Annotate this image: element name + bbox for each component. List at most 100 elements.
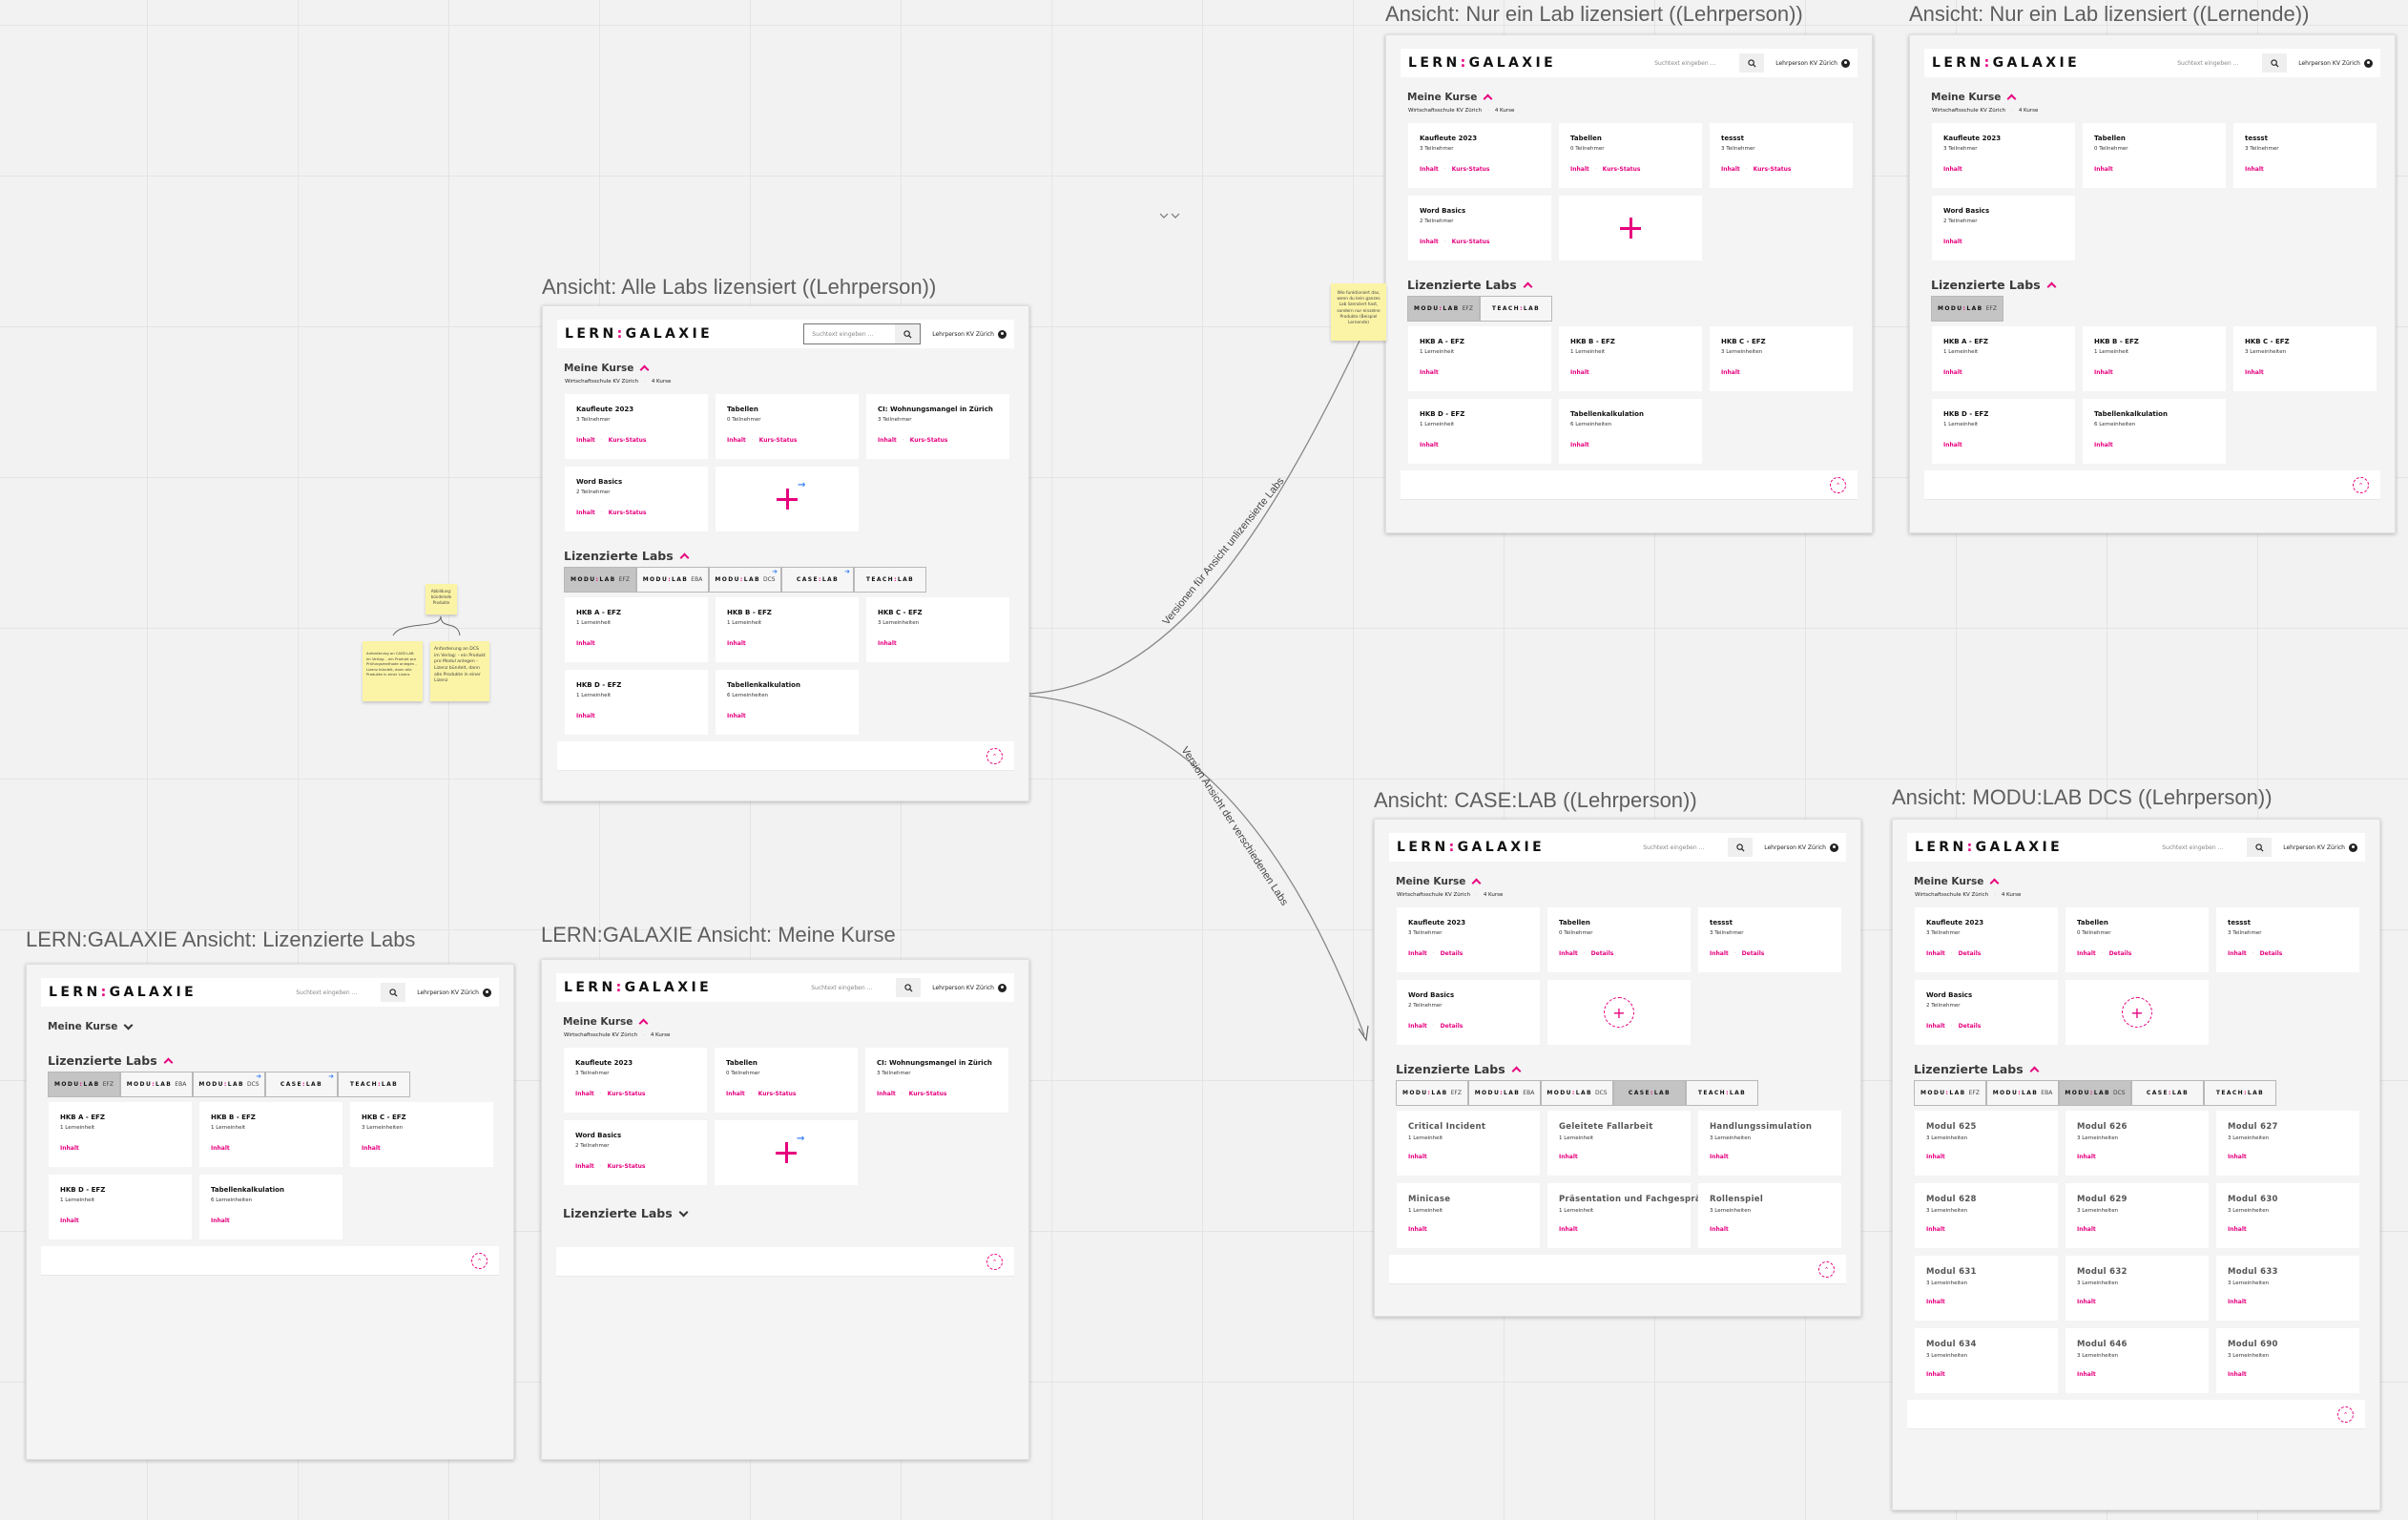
lab-card[interactable]: Modul 632 3 Lerneinheiten Inhalt <box>2065 1256 2209 1321</box>
lab-card[interactable]: HKB A - EFZ 1 Lerneinheit Inhalt <box>49 1102 192 1167</box>
course-card[interactable]: CI: Wohnungsmangel in Zürich 3 Teilnehmer… <box>865 1048 1008 1113</box>
link-details[interactable]: Details <box>2259 950 2283 957</box>
lab-card[interactable]: HKB B - EFZ 1 Lerneinheit Inhalt <box>2083 326 2226 391</box>
course-card[interactable]: tessst 3 Teilnehmer Inhalt · Kurs-Status <box>1710 123 1853 188</box>
link-kurs-status[interactable]: Kurs-Status <box>607 1163 646 1170</box>
link-kurs-status[interactable]: Kurs-Status <box>908 1091 947 1097</box>
link-kurs-status[interactable]: Kurs-Status <box>1451 166 1490 173</box>
course-card[interactable]: Word Basics 2 Teilnehmer Inhalt · Kurs-Statu… <box>1408 196 1551 260</box>
link-inhalt[interactable]: Inhalt <box>1570 166 1589 173</box>
lab-card[interactable]: Minicase 1 Lerneinheit Inhalt <box>1397 1183 1540 1248</box>
section-heading-meine-kurse[interactable]: Meine Kurse <box>1396 875 1846 887</box>
link-inhalt[interactable]: Inhalt <box>1420 166 1439 173</box>
lab-card[interactable]: Modul 626 3 Lerneinheiten Inhalt <box>2065 1111 2209 1176</box>
tab-modulab-efz[interactable]: MODU:LAB EFZ <box>1931 296 2003 322</box>
link-inhalt[interactable]: Inhalt <box>1710 950 1729 957</box>
tab-modulab-efz[interactable]: MODU:LAB EFZ <box>1914 1080 1986 1106</box>
chevron-up-icon[interactable] <box>2029 1066 2040 1075</box>
link-inhalt[interactable]: Inhalt <box>60 1145 79 1152</box>
search-button[interactable] <box>895 324 921 344</box>
user-menu[interactable]: Lehrperson KV Zürich <box>417 988 491 997</box>
search-button[interactable] <box>381 983 406 1002</box>
search-field[interactable]: Suchtext eingeben ... <box>2169 52 2288 73</box>
link-inhalt[interactable]: Inhalt <box>2077 1226 2096 1233</box>
tab-modulab-efz[interactable]: MODU:LAB EFZ <box>48 1072 120 1097</box>
course-card[interactable]: Word Basics 2 Teilnehmer Inhalt · Kurs-Statu… <box>565 467 708 531</box>
chevron-up-icon[interactable] <box>1483 94 1493 103</box>
lab-card[interactable]: Modul 633 3 Lerneinheiten Inhalt <box>2216 1256 2359 1321</box>
link-inhalt[interactable]: Inhalt <box>878 640 897 647</box>
search-button[interactable] <box>1728 838 1754 857</box>
link-inhalt[interactable]: Inhalt <box>60 1218 79 1224</box>
search-button[interactable] <box>2262 53 2288 73</box>
link-inhalt[interactable]: Inhalt <box>1559 1226 1578 1233</box>
logo[interactable]: LERN:GALAXIE <box>49 985 197 1000</box>
link-details[interactable]: Details <box>1440 950 1463 957</box>
logo[interactable]: LERN:GALAXIE <box>1397 840 1545 855</box>
link-inhalt[interactable]: Inhalt <box>1420 239 1439 245</box>
search-field[interactable]: Suchtext eingeben ... <box>1635 837 1754 858</box>
link-details[interactable]: Details <box>2108 950 2132 957</box>
tab-caselab[interactable]: CASE:LAB ➜ <box>781 567 854 593</box>
section-heading-meine-kurse[interactable]: Meine Kurse <box>1407 91 1858 103</box>
link-details[interactable]: Details <box>1590 950 1614 957</box>
search-field[interactable]: Suchtext eingeben ... <box>1647 52 1765 73</box>
lab-card[interactable]: HKB B - EFZ 1 Lerneinheit Inhalt <box>199 1102 343 1167</box>
add-course-button[interactable] <box>1559 196 1702 260</box>
scroll-to-top-icon[interactable]: ⌃ <box>2337 1406 2354 1423</box>
chevron-up-icon[interactable] <box>1511 1066 1522 1075</box>
link-inhalt[interactable]: Inhalt <box>1420 369 1439 376</box>
link-inhalt[interactable]: Inhalt <box>2228 1299 2247 1305</box>
section-heading-meine-kurse[interactable]: Meine Kurse <box>1931 91 2380 103</box>
link-inhalt[interactable]: Inhalt <box>576 713 595 719</box>
link-inhalt[interactable]: Inhalt <box>1408 1154 1427 1160</box>
tab-modulab-eba[interactable]: MODU:LAB EBA <box>120 1072 193 1097</box>
user-menu[interactable]: Lehrperson KV Zürich <box>2298 58 2373 68</box>
link-inhalt[interactable]: Inhalt <box>2094 442 2113 448</box>
search-input[interactable]: Suchtext eingeben ... <box>1654 59 1716 67</box>
link-inhalt[interactable]: Inhalt <box>1926 1299 1945 1305</box>
chevron-up-icon[interactable] <box>1471 878 1482 887</box>
link-inhalt[interactable]: Inhalt <box>1943 166 1962 173</box>
lab-card[interactable]: Präsentation und Fachgespräch 1 Lerneinhe… <box>1547 1183 1712 1248</box>
search-field[interactable]: Suchtext eingeben ... <box>803 323 922 344</box>
tab-modulab-efz[interactable]: MODU:LAB EFZ <box>564 567 636 593</box>
course-card[interactable]: Kaufleute 2023 3 Teilnehmer Inhalt · Kurs-St… <box>565 394 708 459</box>
tab-teachlab[interactable]: TEACH:LAB <box>854 567 926 593</box>
link-kurs-status[interactable]: Kurs-Status <box>758 437 798 444</box>
lab-card[interactable]: Modul 628 3 Lerneinheiten Inhalt <box>1915 1183 2058 1248</box>
section-heading-meine-kurse[interactable]: Meine Kurse <box>564 362 1014 374</box>
scroll-to-top-icon[interactable]: ⌃ <box>1830 477 1846 493</box>
lab-card[interactable]: Tabellenkalkulation 6 Lerneinheiten Inhalt <box>2083 399 2226 464</box>
lab-card[interactable]: HKB B - EFZ 1 Lerneinheit Inhalt <box>1559 326 1702 391</box>
lab-card[interactable]: HKB A - EFZ 1 Lerneinheit Inhalt <box>1932 326 2075 391</box>
link-inhalt[interactable]: Inhalt <box>576 640 595 647</box>
user-menu[interactable]: Lehrperson KV Zürich <box>1775 58 1850 68</box>
link-inhalt[interactable]: Inhalt <box>2077 1299 2096 1305</box>
course-card[interactable]: Tabellen 0 Teilnehmer Inhalt · Kurs-Status <box>716 394 859 459</box>
lab-card[interactable]: HKB C - EFZ 3 Lerneinheiten Inhalt <box>1710 326 1853 391</box>
logo[interactable]: LERN:GALAXIE <box>1408 55 1556 71</box>
lab-card[interactable]: HKB D - EFZ 1 Lerneinheit Inhalt <box>49 1175 192 1239</box>
link-kurs-status[interactable]: Kurs-Status <box>1451 239 1490 245</box>
link-details[interactable]: Details <box>1741 950 1765 957</box>
link-details[interactable]: Details <box>1440 1023 1463 1030</box>
user-avatar-icon[interactable] <box>1830 843 1838 852</box>
link-inhalt[interactable]: Inhalt <box>575 1163 594 1170</box>
course-card[interactable]: CI: Wohnungsmangel in Zürich 3 Teilnehmer… <box>866 394 1009 459</box>
search-field[interactable]: Suchtext eingeben ... <box>288 982 406 1003</box>
user-avatar-icon[interactable] <box>1841 58 1850 68</box>
link-inhalt[interactable]: Inhalt <box>1926 1023 1945 1030</box>
lab-card[interactable]: Modul 690 3 Lerneinheiten Inhalt <box>2216 1328 2359 1393</box>
course-card[interactable]: tessst 3 Teilnehmer Inhalt · Details <box>1698 907 1841 972</box>
course-card[interactable]: Kaufleute 2023 3 Teilnehmer Inhalt <box>1932 123 2075 188</box>
chevron-down-icon[interactable] <box>123 1020 134 1030</box>
course-card[interactable]: Word Basics 2 Teilnehmer Inhalt · Kurs-Statu… <box>564 1120 707 1185</box>
tab-teachlab[interactable]: TEACH:LAB <box>1686 1080 1758 1106</box>
link-inhalt[interactable]: Inhalt <box>1559 1154 1578 1160</box>
link-inhalt[interactable]: Inhalt <box>2094 369 2113 376</box>
link-inhalt[interactable]: Inhalt <box>1408 950 1427 957</box>
scroll-to-top-icon[interactable]: ⌃ <box>986 1254 1003 1270</box>
link-inhalt[interactable]: Inhalt <box>1710 1154 1729 1160</box>
section-heading-lizenzierte-labs[interactable]: Lizenzierte Labs <box>1931 278 2380 292</box>
